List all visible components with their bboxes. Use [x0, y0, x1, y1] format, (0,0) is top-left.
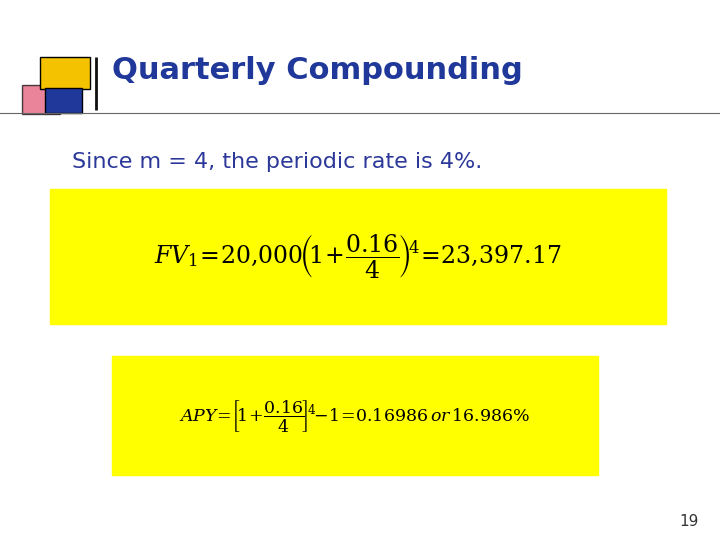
- FancyBboxPatch shape: [112, 356, 598, 475]
- FancyBboxPatch shape: [50, 189, 666, 324]
- Text: $\mathit{FV}_1\!=\!20{,}000\!\left(\!1\!+\!\dfrac{0.16}{4}\!\right)^{\!4}\!=\!23: $\mathit{FV}_1\!=\!20{,}000\!\left(\!1\!…: [155, 233, 562, 280]
- FancyBboxPatch shape: [40, 57, 90, 89]
- Text: 19: 19: [679, 514, 698, 529]
- Text: $\mathit{APY}\!=\!\left[\!1\!+\!\dfrac{0.16}{4}\!\right]^{\!4}\!\!-\!1\!=\!0.169: $\mathit{APY}\!=\!\left[\!1\!+\!\dfrac{0…: [179, 398, 530, 434]
- FancyBboxPatch shape: [22, 85, 60, 114]
- Text: Quarterly Compounding: Quarterly Compounding: [112, 56, 522, 85]
- FancyBboxPatch shape: [45, 88, 82, 112]
- Text: Since m = 4, the periodic rate is 4%.: Since m = 4, the periodic rate is 4%.: [72, 152, 482, 172]
